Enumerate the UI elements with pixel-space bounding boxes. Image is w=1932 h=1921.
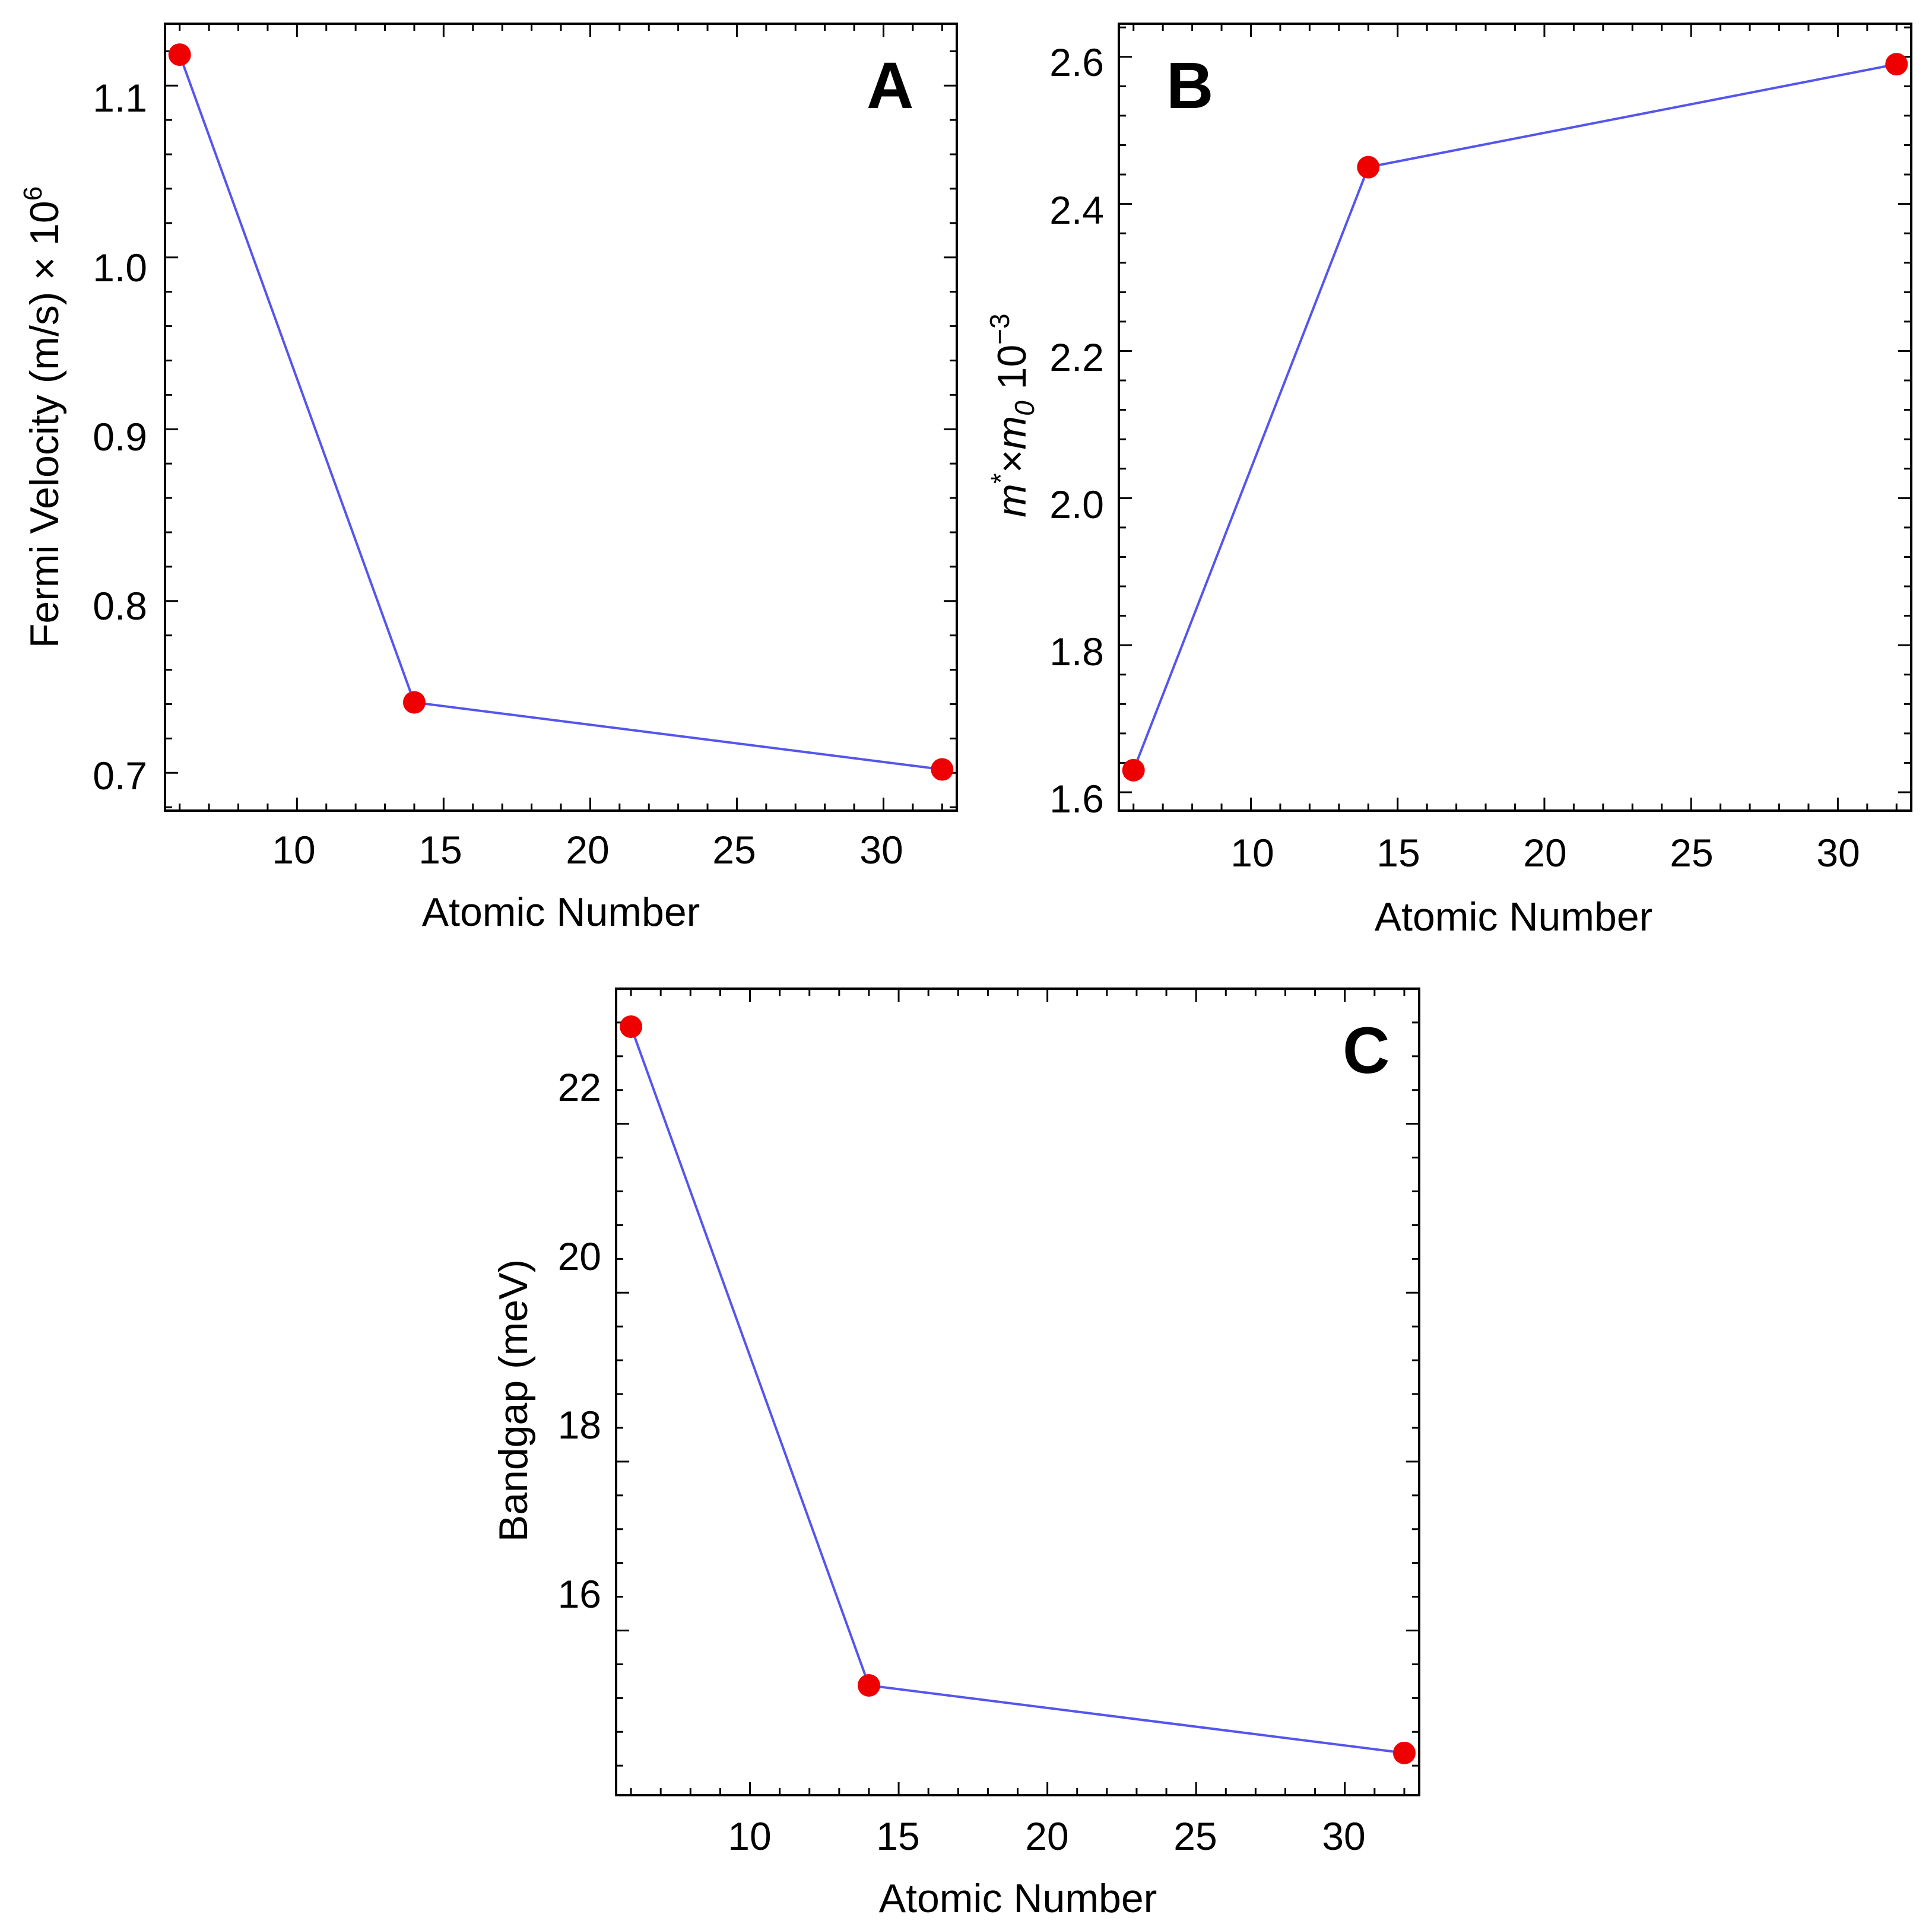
chart-b-ylabel: m*×m0 10−3 xyxy=(984,313,1040,517)
chart-c-data-point xyxy=(1392,1741,1416,1764)
chart-c-xlabel: Atomic Number xyxy=(879,1876,1157,1921)
chart-c-xtick-label: 25 xyxy=(1173,1814,1217,1858)
chart-c-ticks xyxy=(616,988,1419,1795)
chart-a-points xyxy=(168,43,954,781)
chart-a-ytick-label: 1.0 xyxy=(93,246,147,290)
chart-a-data-point xyxy=(168,43,191,66)
chart-c-ytick-label: 20 xyxy=(558,1234,601,1278)
chart-b-ylabel-exp: −3 xyxy=(984,313,1015,344)
chart-c-xtick-label: 30 xyxy=(1322,1814,1365,1858)
chart-a-ytick-label: 0.8 xyxy=(93,584,147,628)
chart-b-data-point xyxy=(1885,53,1908,76)
chart-c-data-point xyxy=(620,1015,643,1039)
chart-a-frame xyxy=(164,23,958,812)
chart-a: 10 15 20 25 30 0.7 0.8 0.9 1.0 1.1 Atomi… xyxy=(18,23,958,935)
chart-b-ytick-label: 2.2 xyxy=(1049,335,1104,379)
chart-a-panel-letter: A xyxy=(867,49,913,122)
chart-c-points xyxy=(620,1015,1416,1764)
chart-a-xtick-label: 30 xyxy=(859,828,903,872)
chart-b-panel-letter: B xyxy=(1166,49,1213,122)
chart-a-ylabel: Fermi Velocity (m/s) × 106 xyxy=(18,186,67,648)
chart-a-ytick-label: 1.1 xyxy=(93,76,147,120)
chart-c-ytick-labels: 16 18 20 22 xyxy=(558,1065,601,1616)
chart-b: 10 15 20 25 30 1.6 1.8 2.0 2.2 2.4 2.6 A… xyxy=(984,23,1912,939)
chart-c-data-point xyxy=(857,1674,880,1697)
chart-b-xtick-label: 10 xyxy=(1230,831,1274,875)
chart-b-data-point xyxy=(1122,758,1145,782)
chart-c-xtick-label: 20 xyxy=(1025,1814,1068,1858)
chart-b-xlabel: Atomic Number xyxy=(1375,894,1653,939)
chart-b-ylabel-times: × xyxy=(989,449,1035,473)
chart-a-ytick-labels: 0.7 0.8 0.9 1.0 1.1 xyxy=(93,76,147,798)
chart-b-xtick-label: 25 xyxy=(1670,831,1713,875)
chart-b-series-line xyxy=(1132,63,1897,771)
chart-c-xtick-label: 10 xyxy=(728,1814,771,1858)
chart-b-ylabel-star: * xyxy=(985,473,1016,484)
chart-c-ytick-label: 22 xyxy=(558,1065,601,1109)
chart-a-ylabel-sup: 6 xyxy=(18,186,47,201)
chart-a-ticks xyxy=(165,24,957,811)
chart-b-xtick-label: 20 xyxy=(1523,831,1566,875)
chart-a-xtick-label: 25 xyxy=(712,828,756,872)
chart-a-series-line xyxy=(178,54,943,771)
chart-a-data-point xyxy=(402,691,426,714)
chart-b-ylabel-m0: m xyxy=(989,416,1035,450)
chart-a-data-point xyxy=(931,758,954,781)
chart-b-data-point xyxy=(1357,155,1380,179)
chart-b-ytick-label: 1.6 xyxy=(1049,777,1104,821)
chart-a-ytick-label: 0.7 xyxy=(93,754,147,798)
chart-a-xlabel: Atomic Number xyxy=(422,890,700,935)
chart-a-ytick-label: 0.9 xyxy=(93,415,147,459)
chart-c-xtick-labels: 10 15 20 25 30 xyxy=(728,1814,1365,1858)
chart-c-frame xyxy=(615,988,1420,1796)
chart-a-xtick-label: 15 xyxy=(418,828,462,872)
chart-b-xtick-label: 30 xyxy=(1816,831,1860,875)
chart-b-xtick-labels: 10 15 20 25 30 xyxy=(1230,831,1860,875)
chart-b-ylabel-sub: 0 xyxy=(1009,401,1040,416)
chart-b-ytick-label: 1.8 xyxy=(1049,630,1104,674)
chart-c: 10 15 20 25 30 16 18 20 22 Atomic Number… xyxy=(491,988,1420,1921)
chart-b-ticks xyxy=(1119,24,1911,811)
chart-b-ylabel-ten: 10 xyxy=(989,345,1035,401)
chart-c-series-line xyxy=(630,1026,1405,1754)
chart-b-ytick-label: 2.4 xyxy=(1049,188,1104,232)
chart-c-xtick-label: 15 xyxy=(876,1814,919,1858)
chart-c-ytick-label: 16 xyxy=(558,1572,601,1616)
chart-b-frame xyxy=(1118,23,1912,812)
chart-b-xtick-label: 15 xyxy=(1376,831,1420,875)
chart-c-panel-letter: C xyxy=(1343,1014,1389,1087)
chart-b-ytick-label: 2.6 xyxy=(1049,40,1104,84)
chart-b-ytick-labels: 1.6 1.8 2.0 2.2 2.4 2.6 xyxy=(1049,40,1104,821)
chart-a-xtick-label: 10 xyxy=(272,828,315,872)
chart-a-xtick-labels: 10 15 20 25 30 xyxy=(272,828,903,872)
chart-b-points xyxy=(1122,53,1908,782)
chart-a-ylabel-text: Fermi Velocity (m/s) × 10 xyxy=(22,201,67,648)
chart-b-ylabel-m: m xyxy=(989,484,1035,517)
chart-b-ytick-label: 2.0 xyxy=(1049,482,1104,526)
chart-a-xtick-label: 20 xyxy=(566,828,609,872)
chart-c-ylabel: Bandgap (meV) xyxy=(491,1259,536,1542)
chart-c-ytick-label: 18 xyxy=(558,1403,601,1447)
